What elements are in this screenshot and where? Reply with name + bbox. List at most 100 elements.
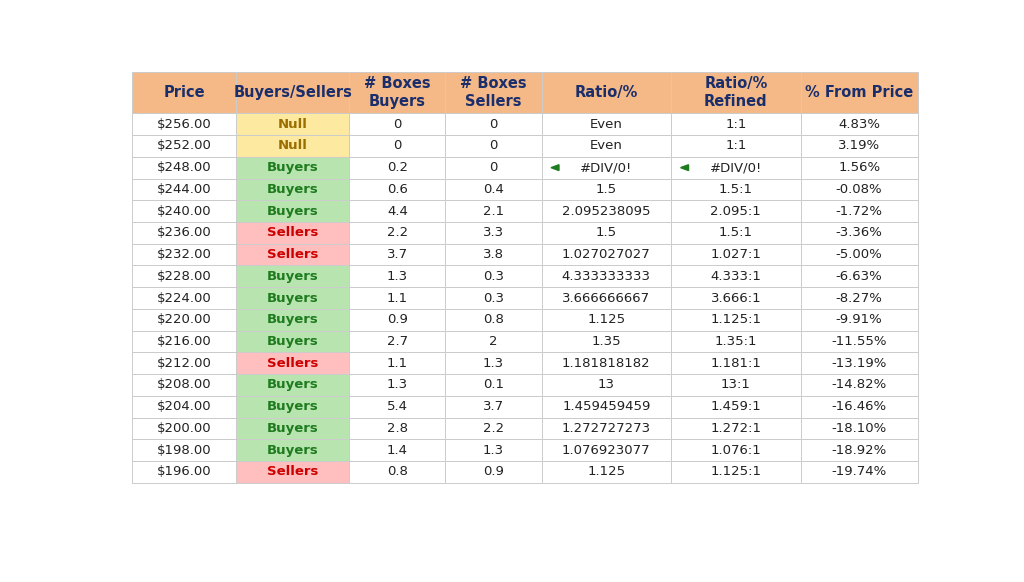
Text: $204.00: $204.00 <box>157 400 212 413</box>
Bar <box>542 265 671 287</box>
Bar <box>237 439 349 461</box>
Bar <box>132 396 237 418</box>
Bar <box>801 309 918 331</box>
Bar <box>349 157 445 179</box>
Bar <box>671 135 801 157</box>
Bar <box>237 309 349 331</box>
Text: 13: 13 <box>598 378 614 392</box>
Text: 1.181:1: 1.181:1 <box>711 357 761 370</box>
Text: -5.00%: -5.00% <box>836 248 883 261</box>
Bar <box>671 309 801 331</box>
Text: 0.8: 0.8 <box>387 466 408 478</box>
Text: 3.7: 3.7 <box>483 400 504 413</box>
Bar <box>671 244 801 265</box>
Text: -1.72%: -1.72% <box>836 205 883 218</box>
Bar <box>132 113 237 135</box>
Text: $252.00: $252.00 <box>157 140 212 152</box>
Text: 1.076923077: 1.076923077 <box>562 443 650 457</box>
Text: Sellers: Sellers <box>267 466 318 478</box>
Text: 1.125:1: 1.125:1 <box>711 466 761 478</box>
Bar <box>542 352 671 374</box>
Text: 0: 0 <box>393 140 401 152</box>
Bar <box>349 179 445 200</box>
Text: -3.36%: -3.36% <box>836 226 883 239</box>
Text: 0: 0 <box>489 161 498 174</box>
Text: # Boxes
Sellers: # Boxes Sellers <box>460 76 526 109</box>
Bar <box>349 331 445 352</box>
Text: 2.2: 2.2 <box>483 422 504 435</box>
Bar <box>132 72 237 113</box>
Bar <box>132 179 237 200</box>
Text: Buyers: Buyers <box>267 292 318 304</box>
Bar <box>671 352 801 374</box>
Text: % From Price: % From Price <box>805 85 913 100</box>
Text: 1.459:1: 1.459:1 <box>711 400 761 413</box>
Bar <box>237 374 349 396</box>
Bar <box>801 135 918 157</box>
Bar <box>132 374 237 396</box>
Bar <box>671 157 801 179</box>
Bar <box>349 72 445 113</box>
Bar <box>801 200 918 222</box>
Bar <box>801 439 918 461</box>
Text: 1.3: 1.3 <box>483 357 504 370</box>
Bar <box>237 200 349 222</box>
Bar <box>801 72 918 113</box>
Text: $200.00: $200.00 <box>157 422 212 435</box>
Bar <box>671 72 801 113</box>
Bar <box>132 244 237 265</box>
Text: -11.55%: -11.55% <box>831 335 887 348</box>
Text: $244.00: $244.00 <box>157 183 212 196</box>
Text: 0.3: 0.3 <box>483 270 504 283</box>
Bar <box>132 331 237 352</box>
Bar <box>445 179 542 200</box>
Text: 0.1: 0.1 <box>483 378 504 392</box>
Text: Buyers: Buyers <box>267 161 318 174</box>
Bar <box>349 396 445 418</box>
Text: -9.91%: -9.91% <box>836 313 883 327</box>
Text: $196.00: $196.00 <box>157 466 212 478</box>
Text: 1.3: 1.3 <box>483 443 504 457</box>
Text: -16.46%: -16.46% <box>831 400 887 413</box>
Text: $232.00: $232.00 <box>157 248 212 261</box>
Text: 1.5:1: 1.5:1 <box>719 183 753 196</box>
Text: 2.1: 2.1 <box>483 205 504 218</box>
Text: 0.4: 0.4 <box>483 183 504 196</box>
Bar <box>445 309 542 331</box>
Bar <box>349 200 445 222</box>
Text: Even: Even <box>590 140 623 152</box>
Bar <box>237 352 349 374</box>
Bar <box>349 352 445 374</box>
Text: 4.83%: 4.83% <box>838 118 880 131</box>
Text: Buyers: Buyers <box>267 183 318 196</box>
Bar <box>542 244 671 265</box>
Text: 1.272727273: 1.272727273 <box>562 422 651 435</box>
Text: 1.1: 1.1 <box>387 292 408 304</box>
Bar <box>445 461 542 483</box>
Bar <box>237 72 349 113</box>
Text: 2.095:1: 2.095:1 <box>711 205 761 218</box>
Text: Buyers/Sellers: Buyers/Sellers <box>233 85 352 100</box>
Text: -13.19%: -13.19% <box>831 357 887 370</box>
Text: 1.4: 1.4 <box>387 443 408 457</box>
Text: 0.2: 0.2 <box>387 161 408 174</box>
Text: 1.35: 1.35 <box>592 335 622 348</box>
Bar <box>801 461 918 483</box>
Bar <box>237 331 349 352</box>
Bar <box>237 287 349 309</box>
Bar <box>237 244 349 265</box>
Text: -14.82%: -14.82% <box>831 378 887 392</box>
Bar <box>349 113 445 135</box>
Bar <box>237 179 349 200</box>
Text: 3.666666667: 3.666666667 <box>562 292 650 304</box>
Bar <box>445 439 542 461</box>
Bar <box>801 331 918 352</box>
Bar <box>445 352 542 374</box>
Bar <box>542 72 671 113</box>
Bar <box>132 200 237 222</box>
Text: 5.4: 5.4 <box>387 400 408 413</box>
Bar <box>132 439 237 461</box>
Bar <box>801 396 918 418</box>
Bar <box>542 200 671 222</box>
Bar <box>671 374 801 396</box>
